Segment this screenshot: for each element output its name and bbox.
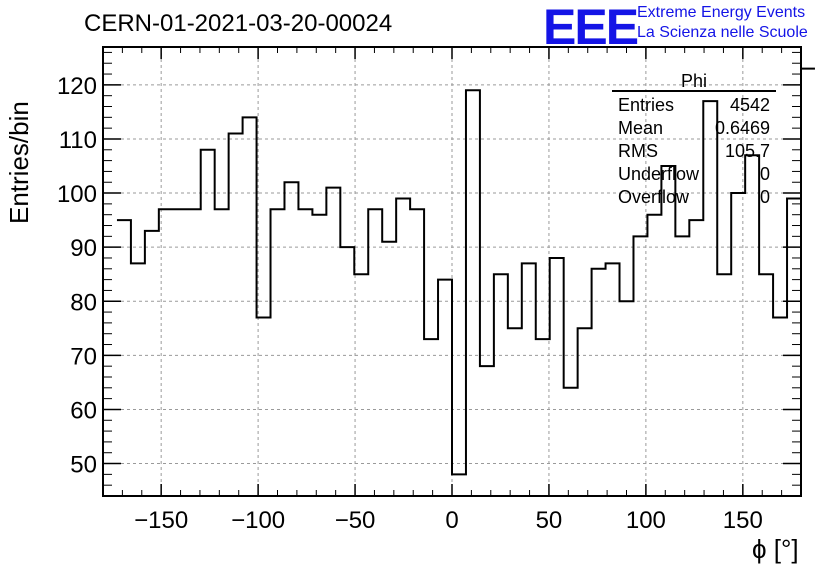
y-tick-label: 110 bbox=[59, 127, 97, 154]
eee-logo: EEE bbox=[543, 0, 639, 55]
y-tick-label: 80 bbox=[70, 289, 97, 316]
stats-row-label: RMS bbox=[618, 141, 658, 161]
stats-row-value: 105.7 bbox=[725, 141, 770, 161]
stats-box-name: Phi bbox=[681, 71, 707, 91]
y-tick-label: 100 bbox=[57, 181, 97, 208]
stats-row-value: 4542 bbox=[730, 95, 770, 115]
stats-row-label: Underflow bbox=[618, 164, 700, 184]
stats-row-label: Mean bbox=[618, 118, 663, 138]
stats-row-label: Entries bbox=[618, 95, 674, 115]
brand-line-2: La Scienza nelle Scuole bbox=[637, 24, 808, 41]
stats-row-value: 0.6469 bbox=[715, 118, 770, 138]
y-tick-label: 60 bbox=[70, 397, 97, 424]
x-tick-label: 150 bbox=[723, 507, 763, 534]
y-tick-label: 120 bbox=[57, 73, 97, 100]
x-tick-label: −100 bbox=[231, 507, 285, 534]
chart-title: CERN-01-2021-03-20-00024 bbox=[84, 10, 393, 37]
y-tick-label: 90 bbox=[70, 235, 97, 262]
histogram-series-phi bbox=[116, 67, 815, 476]
stats-row-value: 0 bbox=[760, 187, 770, 207]
x-tick-label: 0 bbox=[445, 507, 458, 534]
x-tick-label: −150 bbox=[134, 507, 188, 534]
x-axis-label: ϕ [°] bbox=[752, 534, 799, 564]
stats-box: Phi Entries 4542 Mean 0.6469 RMS 105.7 Underflo… bbox=[612, 71, 776, 207]
brand-line-1: Extreme Energy Events bbox=[637, 4, 806, 21]
x-tick-label: −50 bbox=[335, 507, 376, 534]
x-tick-label: 100 bbox=[626, 507, 666, 534]
y-tick-label: 70 bbox=[70, 343, 97, 370]
stats-row-value: 0 bbox=[760, 164, 770, 184]
axes: −150 −100 −50 0 50 100 150 50 60 70 80 90 100 110 120 bbox=[57, 47, 801, 534]
x-tick-label: 50 bbox=[536, 507, 563, 534]
stats-row-label: Overflow bbox=[618, 187, 690, 207]
y-tick-label: 50 bbox=[70, 452, 97, 479]
